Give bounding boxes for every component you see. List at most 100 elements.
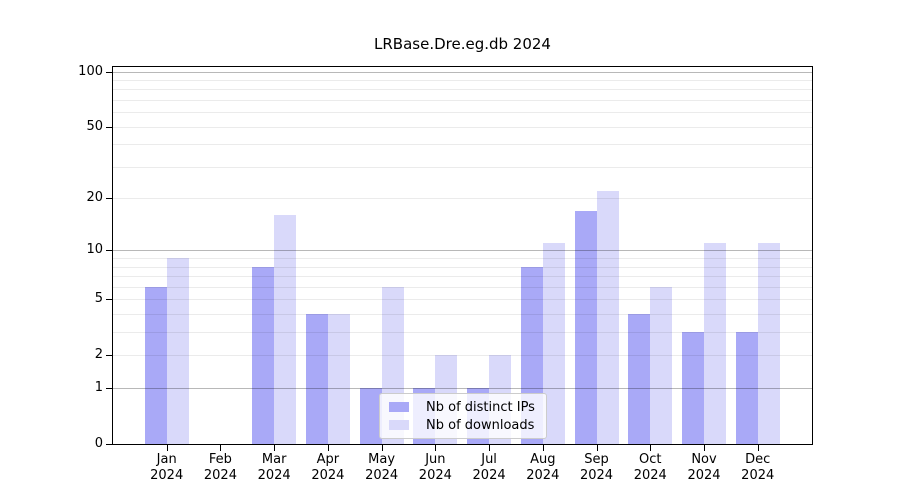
- x-label-month: May: [368, 452, 396, 467]
- x-tick-label-dec-2024: Dec 2024: [724, 452, 792, 484]
- x-tick-mar-2024: [274, 445, 276, 451]
- x-tick-label-feb-2024: Feb 2024: [186, 452, 254, 484]
- y-tick-label-2: 2: [94, 347, 103, 363]
- x-tick-label-jun-2024: Jun 2024: [401, 452, 469, 484]
- x-tick-nov-2024: [704, 445, 705, 451]
- x-label-month: Oct: [639, 452, 662, 467]
- y-tick-label-50: 50: [86, 118, 103, 134]
- plot-area: [112, 66, 813, 445]
- y-tick-label-20: 20: [86, 190, 103, 206]
- legend-item-distinct-ips: Nb of distinct IPs: [389, 398, 538, 416]
- x-tick-jan-2024: [166, 445, 168, 451]
- legend-swatch-distinct-ips: [389, 402, 409, 412]
- gridline-minor-40: [113, 144, 812, 146]
- y-tick-50: [106, 126, 113, 128]
- x-tick-jun-2024: [435, 445, 437, 451]
- bar-ips-dec-2024: [735, 332, 758, 444]
- x-tick-label-mar-2024: Mar 2024: [240, 452, 308, 484]
- x-tick-label-jan-2024: Jan 2024: [133, 452, 201, 484]
- x-tick-dec-2024: [757, 445, 759, 451]
- legend: Nb of distinct IPs Nb of downloads: [379, 393, 547, 439]
- bar-ips-nov-2024: [682, 332, 704, 444]
- x-tick-may-2024: [381, 445, 383, 451]
- y-tick-2: [106, 355, 113, 357]
- y-tick-label-1: 1: [94, 380, 103, 396]
- y-tick-label-0: 0: [94, 436, 103, 451]
- y-tick-100: [106, 71, 113, 73]
- x-label-year: 2024: [418, 468, 452, 483]
- x-label-month: Aug: [530, 452, 556, 467]
- x-tick-label-jul-2024: Jul 2024: [455, 452, 523, 484]
- x-label-month: Nov: [691, 452, 717, 467]
- x-tick-label-aug-2024: Aug 2024: [509, 452, 577, 484]
- bar-ips-apr-2024: [305, 314, 328, 444]
- x-label-year: 2024: [311, 468, 345, 483]
- x-label-year: 2024: [687, 468, 721, 483]
- bar-downloads-oct-2024: [650, 286, 673, 444]
- x-label-year: 2024: [203, 468, 237, 483]
- y-tick-label-5: 5: [94, 291, 103, 307]
- bar-ips-jan-2024: [144, 286, 167, 444]
- bar-ips-may-2024: [359, 388, 382, 444]
- y-tick-5: [106, 299, 113, 301]
- x-tick-label-nov-2024: Nov 2024: [670, 452, 738, 484]
- x-label-year: 2024: [150, 468, 184, 483]
- x-tick-label-apr-2024: Apr 2024: [294, 452, 362, 484]
- gridline-minor-90: [113, 79, 812, 81]
- x-label-month: Mar: [261, 452, 287, 467]
- gridline-minor-3: [113, 332, 812, 334]
- gridline-major-100: [113, 71, 812, 73]
- bar-ips-oct-2024: [628, 314, 651, 444]
- bar-downloads-aug-2024: [542, 243, 565, 444]
- gridline-minor-7: [113, 276, 812, 278]
- x-label-month: Feb: [208, 452, 232, 467]
- x-label-month: Jul: [481, 452, 497, 467]
- x-label-year: 2024: [741, 468, 775, 483]
- gridline-minor-60: [113, 112, 812, 114]
- x-tick-jul-2024: [489, 445, 491, 451]
- legend-label-downloads: Nb of downloads: [426, 417, 535, 433]
- x-tick-label-may-2024: May 2024: [348, 452, 416, 484]
- x-label-year: 2024: [365, 468, 399, 483]
- gridline-minor-80: [113, 89, 812, 91]
- x-label-year: 2024: [579, 468, 614, 483]
- bar-downloads-apr-2024: [327, 314, 350, 444]
- x-tick-oct-2024: [650, 445, 652, 451]
- bar-ips-mar-2024: [252, 266, 275, 444]
- bar-downloads-jan-2024: [166, 258, 189, 444]
- y-tick-0: [106, 444, 113, 445]
- gridline-minor-5: [113, 299, 812, 301]
- bar-downloads-nov-2024: [704, 243, 726, 444]
- y-tick-label-10: 10: [86, 242, 103, 258]
- x-label-month: Jan: [156, 452, 177, 467]
- gridline-major-10: [113, 250, 812, 252]
- gridline-minor-8: [113, 266, 812, 268]
- gridline-major-1: [113, 388, 812, 390]
- x-label-month: Jun: [425, 452, 446, 467]
- x-label-month: Dec: [745, 452, 771, 467]
- x-tick-aug-2024: [542, 445, 544, 451]
- gridline-minor-2: [113, 355, 812, 357]
- x-label-year: 2024: [633, 468, 667, 483]
- chart-title: LRBase.Dre.eg.db 2024: [374, 35, 551, 53]
- bar-downloads-dec-2024: [757, 243, 780, 444]
- bar-downloads-mar-2024: [274, 215, 297, 444]
- x-tick-sep-2024: [596, 445, 598, 451]
- gridline-minor-70: [113, 100, 812, 101]
- x-tick-label-sep-2024: Sep 2024: [563, 452, 631, 484]
- gridline-minor-4: [113, 314, 812, 316]
- bar-ips-sep-2024: [574, 210, 597, 444]
- y-tick-label-100: 100: [78, 63, 103, 79]
- y-tick-20: [106, 198, 113, 200]
- gridline-minor-30: [113, 166, 812, 168]
- gridline-minor-6: [113, 286, 812, 288]
- x-label-year: 2024: [526, 468, 560, 483]
- gridline-minor-50: [113, 126, 812, 128]
- x-tick-apr-2024: [327, 445, 329, 451]
- gridline-minor-9: [113, 258, 812, 260]
- legend-label-distinct-ips: Nb of distinct IPs: [426, 399, 535, 415]
- x-tick-label-oct-2024: Oct 2024: [616, 452, 684, 484]
- x-tick-feb-2024: [220, 445, 222, 451]
- gridline-minor-20: [113, 198, 812, 200]
